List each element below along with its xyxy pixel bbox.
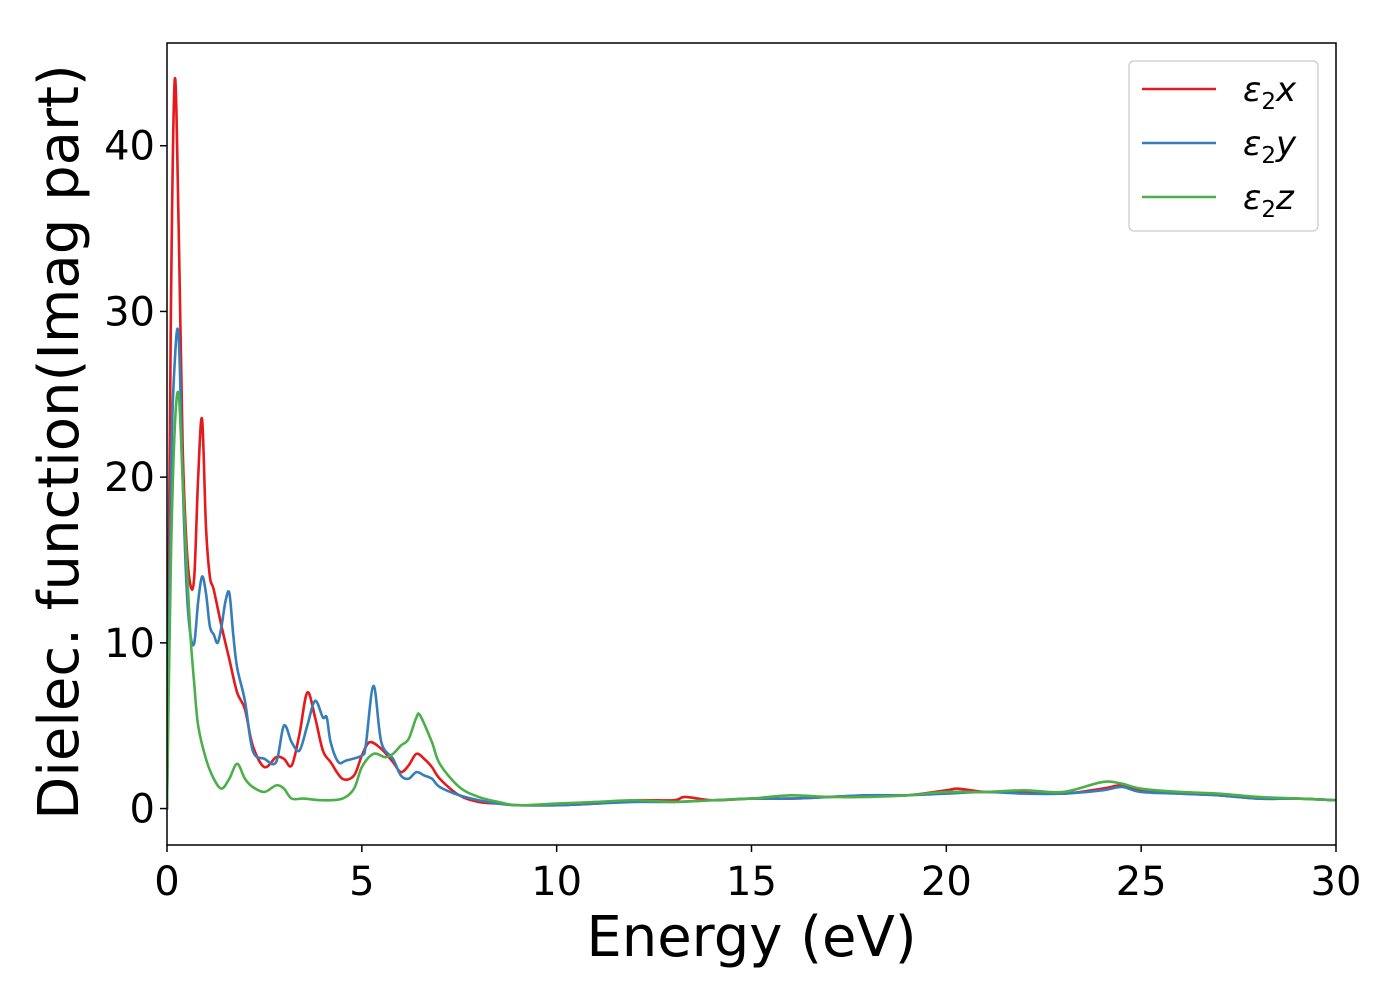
y-tick-label: 0	[130, 787, 155, 833]
legend: ε2x ε2y ε2z	[1128, 60, 1319, 232]
x-tick-label: 0	[154, 859, 179, 905]
y-axis-title: Dielec. function(Imag part)	[27, 64, 92, 820]
x-tick-label: 30	[1311, 859, 1362, 905]
series-line-z	[167, 390, 1336, 810]
legend-label: ε2y	[1243, 124, 1297, 169]
legend-item-x: ε2x	[1142, 70, 1297, 115]
legend-label: ε2x	[1243, 70, 1297, 115]
y-tick-label: 20	[104, 455, 155, 501]
x-axis-ticks: 0 5 10 15 20 25 30	[154, 845, 1361, 905]
y-tick-label: 10	[104, 621, 155, 667]
y-tick-label: 40	[104, 124, 155, 170]
legend-item-z: ε2z	[1142, 178, 1295, 223]
x-tick-label: 10	[531, 859, 582, 905]
series-line-x	[167, 76, 1336, 810]
x-tick-label: 15	[726, 859, 777, 905]
y-tick-label: 30	[104, 289, 155, 335]
x-tick-label: 20	[921, 859, 972, 905]
legend-box	[1128, 60, 1319, 232]
x-axis-title: Energy (eV)	[586, 905, 916, 970]
x-tick-label: 5	[349, 859, 374, 905]
series-line-y	[167, 327, 1336, 810]
legend-item-y: ε2y	[1142, 124, 1297, 169]
x-tick-label: 25	[1116, 859, 1167, 905]
plot-area	[167, 76, 1336, 810]
y-axis-ticks: 0 10 20 30 40	[104, 124, 167, 833]
legend-label: ε2z	[1243, 178, 1295, 223]
